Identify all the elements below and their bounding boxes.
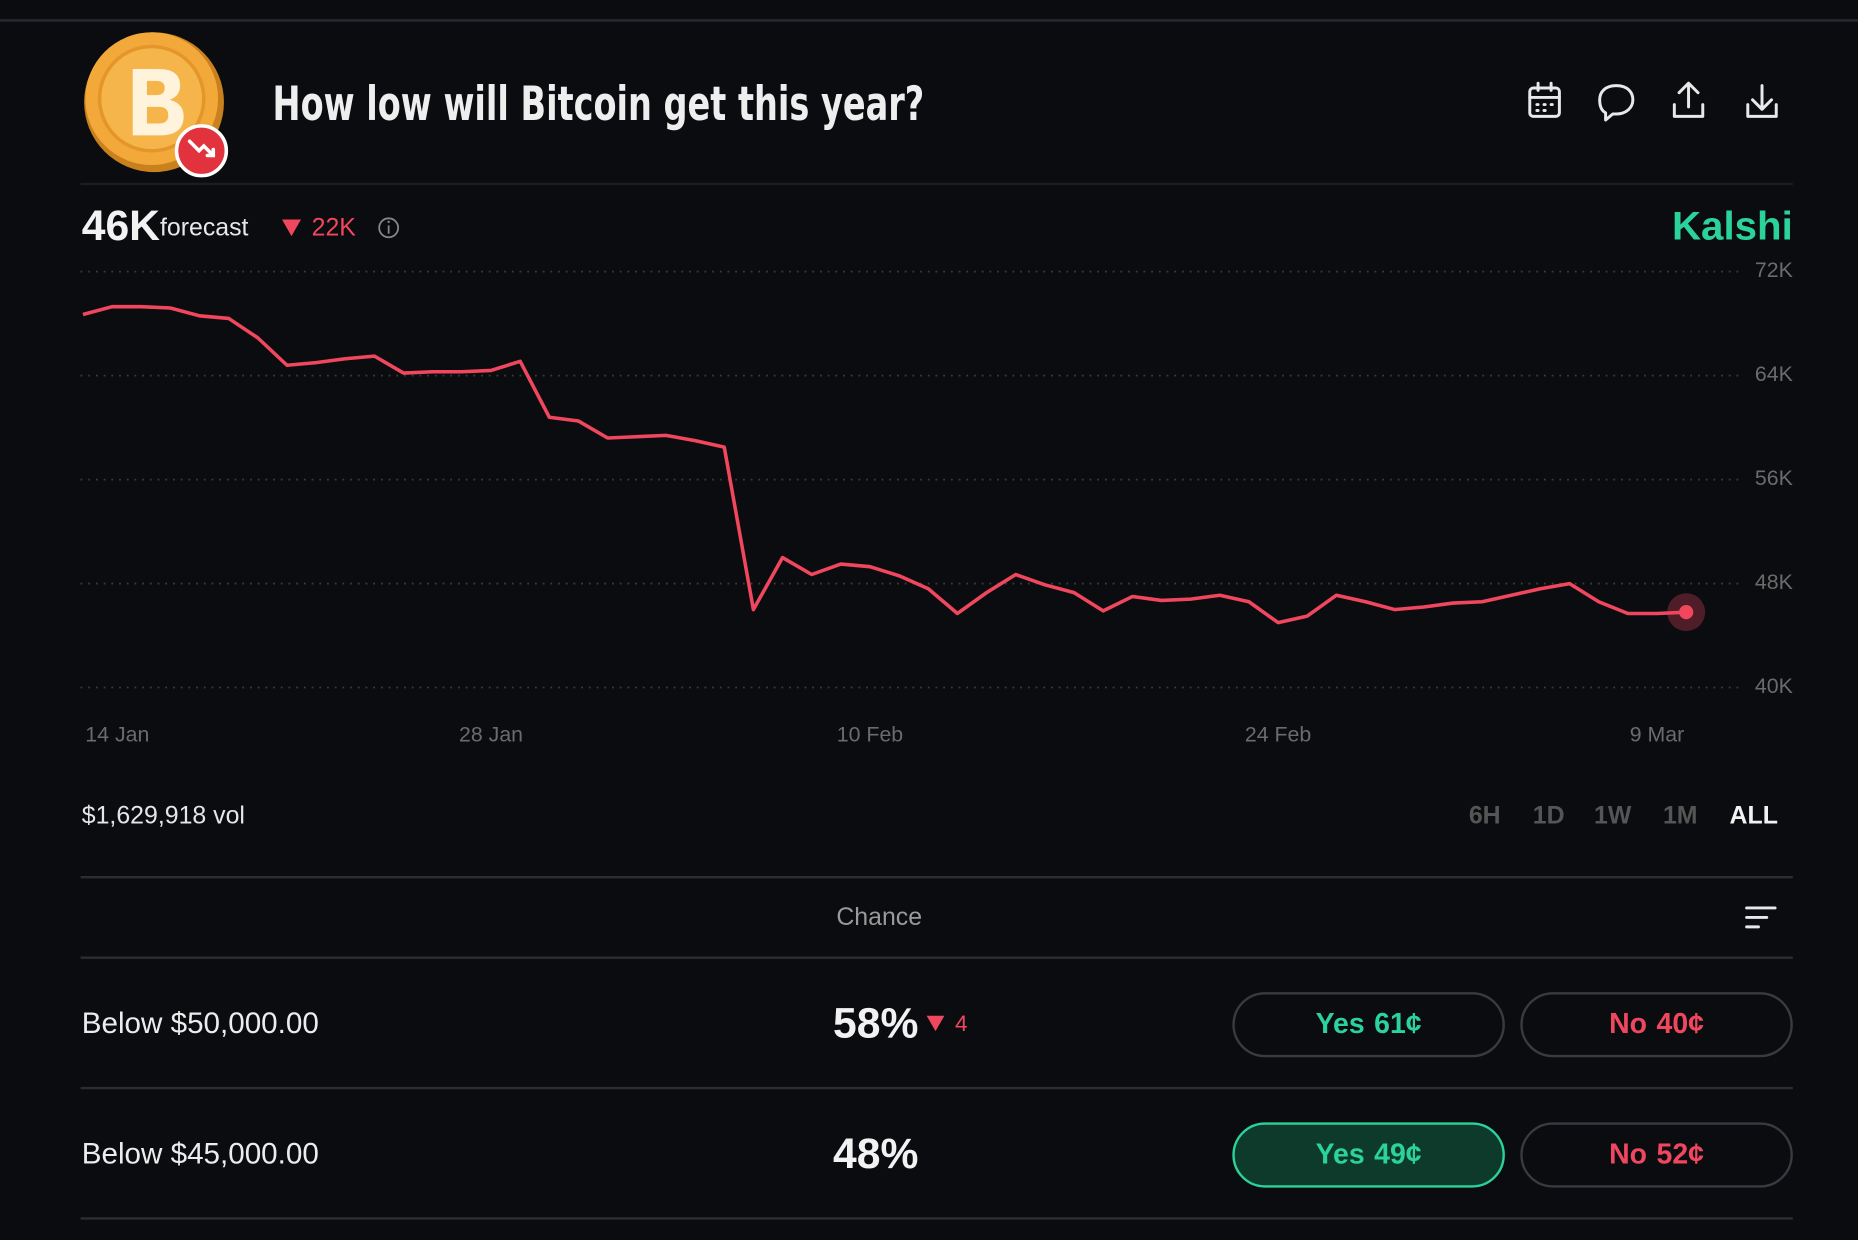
no-button[interactable]: No 40¢	[1520, 992, 1793, 1058]
x-tick-label: 24 Feb	[1245, 723, 1311, 747]
chance: 48%	[833, 1130, 918, 1178]
brand-logo: Kalshi	[1672, 204, 1793, 249]
yes-button-text[interactable]: Yes 49¢	[1316, 1138, 1422, 1170]
price-line	[82, 304, 1687, 625]
y-tick-label: 64K	[1755, 362, 1793, 386]
no-button-text[interactable]: No 52¢	[1609, 1138, 1704, 1170]
yes-button-text[interactable]: Yes 61¢	[1316, 1008, 1422, 1040]
range-button[interactable]: 1D	[1533, 801, 1565, 829]
sort-button[interactable]	[1745, 906, 1777, 929]
yes-button-side[interactable]: Yes	[1316, 1008, 1365, 1040]
no-button-side[interactable]: No	[1609, 1138, 1647, 1170]
share-button[interactable]	[1672, 81, 1705, 118]
bitcoin-icon	[84, 32, 229, 178]
comment-button[interactable]	[1598, 84, 1635, 122]
x-tick-label: 14 Jan	[85, 723, 149, 747]
info-button[interactable]	[378, 217, 400, 239]
yes-button-shape[interactable]	[1232, 992, 1505, 1058]
y-tick-label: 48K	[1755, 570, 1793, 594]
change-arrow	[926, 1015, 945, 1032]
current-point	[1679, 605, 1694, 620]
yes-button[interactable]: Yes 61¢	[1232, 992, 1505, 1058]
y-tick-label: 72K	[1755, 258, 1793, 282]
x-tick-label: 28 Jan	[459, 723, 523, 747]
yes-button-side[interactable]: Yes	[1316, 1138, 1365, 1170]
range-button[interactable]: 1W	[1594, 801, 1632, 829]
range-button[interactable]: 1M	[1663, 801, 1698, 829]
chance: 58%	[833, 1000, 918, 1048]
no-button-text[interactable]: No 40¢	[1609, 1008, 1704, 1040]
download-button[interactable]	[1746, 84, 1778, 118]
no-button-side[interactable]: No	[1609, 1008, 1647, 1040]
no-button[interactable]: No 52¢	[1520, 1122, 1793, 1188]
market-title: How low will Bitcoin get this year?	[273, 77, 925, 132]
forecast-label: forecast	[160, 214, 249, 242]
yes-button[interactable]: Yes 49¢	[1232, 1122, 1505, 1188]
row-label: Below $45,000.00	[82, 1137, 319, 1170]
range-button[interactable]: 6H	[1469, 801, 1501, 829]
forecast-value: 46K	[82, 202, 160, 250]
column-header: Chance	[836, 903, 922, 931]
forecast-change: 22K	[312, 214, 357, 242]
no-button-shape[interactable]	[1520, 992, 1793, 1058]
down-arrow	[282, 219, 301, 237]
yes-button-price[interactable]: 49¢	[1374, 1138, 1422, 1170]
yes-button-price[interactable]: 61¢	[1374, 1008, 1422, 1040]
no-button-price[interactable]: 52¢	[1657, 1138, 1705, 1170]
yes-button-shape[interactable]	[1232, 1122, 1505, 1188]
no-button-price[interactable]: 40¢	[1657, 1008, 1705, 1040]
calendar-button[interactable]	[1528, 81, 1561, 118]
volume: $1,629,918 vol	[82, 801, 245, 829]
x-tick-label: 10 Feb	[837, 723, 903, 747]
y-tick-label: 56K	[1755, 466, 1793, 490]
row-label: Below $50,000.00	[82, 1007, 319, 1040]
range-button[interactable]: ALL	[1730, 801, 1778, 829]
y-tick-label: 40K	[1755, 674, 1793, 698]
chance-change: 4	[955, 1011, 968, 1036]
x-tick-label: 9 Mar	[1630, 723, 1684, 747]
no-button-shape[interactable]	[1520, 1122, 1793, 1188]
